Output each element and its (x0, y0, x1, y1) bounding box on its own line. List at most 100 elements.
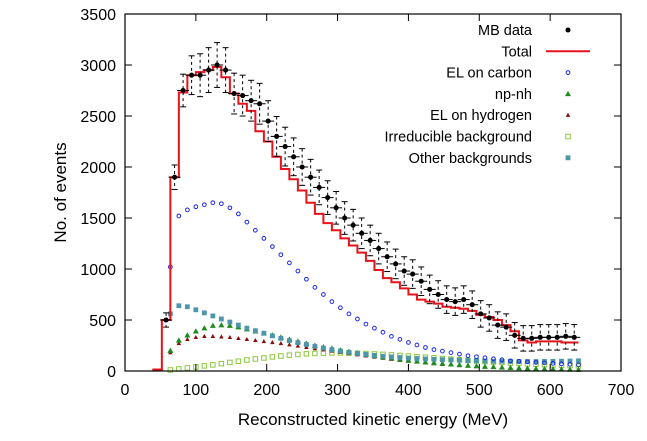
series-el-on-carbon (167, 200, 581, 368)
data-point (393, 261, 399, 267)
data-point (447, 361, 454, 367)
data-point (185, 336, 190, 342)
data-point (423, 356, 428, 362)
data-point (559, 361, 564, 367)
data-point (541, 365, 548, 372)
data-point (244, 219, 250, 225)
y-tick-label: 3500 (80, 7, 116, 24)
data-point (274, 133, 280, 139)
data-point (210, 200, 216, 206)
data-point (269, 333, 275, 339)
data-point (550, 360, 556, 366)
data-point (444, 297, 450, 303)
data-point (490, 363, 497, 370)
data-point (167, 347, 174, 353)
data-point (235, 358, 242, 364)
data-point (473, 363, 480, 369)
legend-marker (565, 133, 571, 140)
legend-entry: EL on hydrogen (430, 108, 571, 124)
data-point (218, 322, 225, 328)
data-point (465, 358, 471, 363)
data-point (338, 348, 343, 354)
y-axis-title: No. of events (51, 142, 70, 242)
data-point (219, 334, 224, 339)
data-point (163, 317, 169, 323)
data-point (401, 268, 407, 274)
data-point (474, 354, 479, 360)
y-tick-label: 2000 (80, 160, 116, 177)
data-point (571, 334, 577, 340)
data-point (457, 357, 462, 363)
legend-label: EL on hydrogen (430, 108, 532, 124)
data-point (295, 340, 301, 346)
y-tick-label: 2500 (80, 109, 116, 126)
x-axis-title: Reconstructed kinetic energy (MeV) (238, 410, 508, 429)
data-point (481, 363, 488, 369)
data-point (227, 359, 233, 366)
data-point (380, 329, 386, 335)
data-point (227, 319, 233, 325)
data-point (202, 333, 207, 338)
data-point (167, 367, 174, 373)
data-point (333, 205, 339, 211)
data-point (303, 342, 309, 347)
legend-label: np-nh (495, 87, 532, 103)
data-point (269, 354, 276, 360)
data-point (236, 335, 241, 341)
x-tick-label: 700 (608, 382, 635, 399)
data-point (312, 350, 318, 357)
data-point (184, 365, 191, 371)
data-point (342, 215, 348, 221)
data-point (559, 358, 564, 364)
data-point (278, 341, 284, 346)
legend-label: Irreducible background (384, 130, 532, 146)
data-point (512, 332, 518, 338)
data-point (316, 184, 322, 190)
data-point (304, 344, 309, 349)
data-point (397, 337, 403, 342)
data-point (257, 101, 263, 107)
data-point (452, 299, 458, 305)
data-point (508, 358, 513, 364)
data-point (201, 310, 207, 316)
legend-label: MB data (478, 23, 533, 39)
x-tick-label: 400 (395, 382, 422, 399)
data-point (554, 334, 560, 340)
data-point (209, 322, 216, 328)
data-point (498, 364, 505, 370)
y-tick-label: 1500 (80, 211, 116, 228)
data-point (529, 335, 535, 341)
legend-entry: np-nh (495, 87, 571, 103)
data-point (192, 328, 199, 334)
data-point (226, 322, 233, 328)
data-point (261, 236, 267, 241)
data-point (312, 343, 318, 349)
data-point (295, 351, 301, 358)
data-point (474, 358, 479, 364)
data-point (431, 356, 437, 362)
data-point (227, 205, 233, 211)
data-point (253, 227, 258, 233)
data-point (227, 334, 233, 339)
data-point (214, 62, 220, 68)
data-point (261, 339, 267, 344)
data-point (423, 345, 428, 350)
data-point (299, 164, 305, 170)
data-point (193, 307, 199, 313)
data-point (244, 325, 250, 331)
data-point (486, 315, 492, 321)
data-point (236, 211, 241, 217)
data-point (448, 350, 454, 356)
data-point (507, 364, 514, 370)
data-point (410, 271, 416, 277)
data-point (567, 362, 573, 367)
data-point (461, 297, 467, 303)
data-point (304, 276, 309, 282)
data-point (321, 345, 326, 351)
data-point (252, 356, 259, 362)
data-point (456, 361, 463, 368)
data-point (210, 313, 216, 319)
legend-label: EL on carbon (446, 66, 532, 82)
data-point (503, 324, 509, 330)
